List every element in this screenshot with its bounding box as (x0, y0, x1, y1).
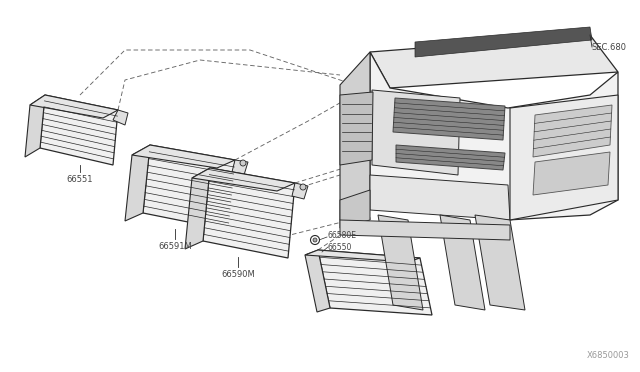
Text: 66591M: 66591M (158, 242, 192, 251)
Polygon shape (25, 95, 45, 157)
Polygon shape (132, 145, 235, 168)
Polygon shape (533, 152, 610, 195)
Polygon shape (340, 190, 370, 228)
Polygon shape (370, 52, 618, 220)
Text: 66550: 66550 (328, 243, 353, 251)
Polygon shape (340, 52, 370, 220)
Text: 66590M: 66590M (221, 270, 255, 279)
Polygon shape (393, 98, 505, 140)
Polygon shape (125, 145, 150, 221)
Polygon shape (370, 175, 510, 220)
Polygon shape (40, 95, 118, 165)
Polygon shape (510, 95, 618, 220)
Polygon shape (340, 220, 510, 240)
Polygon shape (143, 145, 235, 230)
Polygon shape (192, 168, 295, 191)
Polygon shape (440, 215, 485, 310)
Polygon shape (292, 183, 308, 199)
Polygon shape (305, 250, 420, 262)
Polygon shape (415, 27, 592, 57)
Polygon shape (305, 250, 330, 312)
Text: X6850003: X6850003 (587, 351, 630, 360)
Polygon shape (370, 35, 618, 88)
Circle shape (310, 235, 319, 244)
Text: 66580E: 66580E (328, 231, 357, 240)
Polygon shape (232, 160, 248, 175)
Polygon shape (113, 110, 128, 125)
Polygon shape (378, 215, 423, 310)
Text: 66551: 66551 (67, 175, 93, 184)
Circle shape (300, 184, 306, 190)
Circle shape (240, 160, 246, 166)
Polygon shape (30, 95, 118, 118)
Text: SEC.680: SEC.680 (592, 44, 627, 52)
Polygon shape (475, 215, 525, 310)
Circle shape (313, 238, 317, 242)
Polygon shape (340, 92, 373, 165)
Polygon shape (203, 168, 295, 258)
Polygon shape (396, 145, 505, 170)
Polygon shape (372, 90, 460, 175)
Polygon shape (185, 168, 210, 249)
Polygon shape (533, 105, 612, 157)
Polygon shape (318, 250, 432, 315)
